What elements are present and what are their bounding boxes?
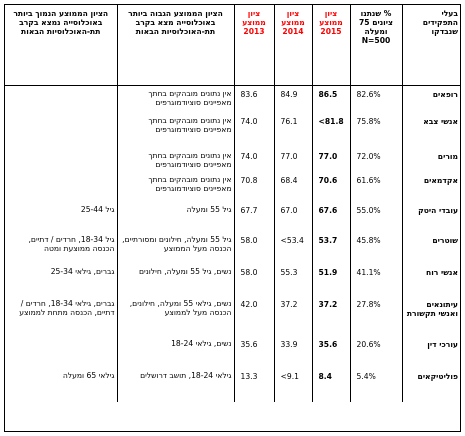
table-row: פוליטיקאים 5.4% 8.4 9.1> 13.3 גילאי 18-2…: [5, 368, 460, 402]
table-row: שוטרים 45.8% 53.7 53.4> 58.0 גיל 55 ומעל…: [5, 232, 460, 264]
row-score-2015: 8.4: [311, 368, 350, 402]
row-lowest-group: [5, 85, 117, 113]
row-score-2014: 53.4>: [273, 232, 312, 264]
table-row: אקדמאים 61.6% 70.6 68.4 70.8 אין נתונים …: [5, 172, 460, 202]
row-category: פוליטיקאים: [401, 368, 460, 402]
table-row: רופאים 82.6% 86.5 84.9 83.6 אין נתונים מ…: [5, 85, 460, 113]
header-score-2015: ציון ממוצע 2015: [311, 5, 350, 86]
row-score-2014: 9.1>: [273, 368, 312, 402]
row-score-2014: 84.9: [273, 85, 312, 113]
row-score-2015: 81.8>: [311, 113, 350, 148]
row-score-2013: 83.6: [233, 85, 274, 113]
table-row: עובדי היטק 55.0% 67.6 67.0 67.7 גיל 55 ו…: [5, 202, 460, 232]
row-highest-group: גילאי 18-24, תושב דרושלים: [116, 368, 234, 402]
row-score-2014: 76.1: [273, 113, 312, 148]
row-pct: 61.6%: [349, 172, 402, 202]
row-category: אנשי צבא: [401, 113, 460, 148]
row-lowest-group: [5, 336, 117, 368]
row-lowest-group: גיל 18-34, חרדים / דתיים, הכנסה ממוצעת ו…: [28, 235, 115, 253]
row-pct: 82.6%: [349, 85, 402, 113]
row-lowest-group: גילאי 65 ומעלה: [62, 371, 115, 380]
row-category: אקדמאים: [401, 172, 460, 202]
row-pct: 27.8%: [349, 296, 402, 336]
survey-table-frame: בעלי התפקידים שנבדקו % שנתנו ציונים 75 ו…: [4, 4, 461, 432]
row-highest-group: גיל 55 ומעלה, חילונים ומסורתיים, הכנסה מ…: [116, 232, 234, 264]
row-pct: 55.0%: [349, 202, 402, 232]
header-score-2013: ציון ממוצע 2013: [233, 5, 274, 86]
row-score-2013: 35.6: [233, 336, 274, 368]
row-lowest-group: גברים, גילאי 18-34, חרדים / דתיים, הכנסה…: [19, 299, 115, 317]
row-category: רופאים: [401, 85, 460, 113]
row-score-2015: 67.6: [311, 202, 350, 232]
row-score-2013: 58.0: [233, 232, 274, 264]
table-row: אנשי צבא 75.8% 81.8> 76.1 74.0 אין נתוני…: [5, 113, 460, 148]
row-score-2015: 35.6: [311, 336, 350, 368]
row-score-2014: 37.2: [273, 296, 312, 336]
row-score-2015: 51.9: [311, 264, 350, 296]
row-score-2014: 67.0: [273, 202, 312, 232]
header-category: בעלי התפקידים שנבדקו: [401, 5, 460, 86]
trust-survey-table: בעלי התפקידים שנבדקו % שנתנו ציונים 75 ו…: [5, 5, 460, 402]
row-score-2015: 53.7: [311, 232, 350, 264]
row-highest-group: נשים, גיל 55 ומעלה, חילונים: [116, 264, 234, 296]
row-pct: 72.0%: [349, 148, 402, 172]
row-score-2014: 33.9: [273, 336, 312, 368]
row-score-2015: 70.6: [311, 172, 350, 202]
row-category: מורים: [401, 148, 460, 172]
row-highest-group: גיל 55 ומעלה: [116, 202, 234, 232]
row-score-2015: 86.5: [311, 85, 350, 113]
row-pct: 20.6%: [349, 336, 402, 368]
row-highest-group: אין נתונים מובהקים בחתך מאפיינים סוציודמ…: [116, 148, 234, 172]
row-lowest-group: [5, 113, 117, 148]
row-lowest-group: [5, 148, 117, 172]
table-row: אנשי רוח 41.1% 51.9 55.3 58.0 נשים, גיל …: [5, 264, 460, 296]
row-pct: 5.4%: [349, 368, 402, 402]
row-score-2013: 58.0: [233, 264, 274, 296]
table-row: עורכי דין 20.6% 35.6 33.9 35.6 נשים, גיל…: [5, 336, 460, 368]
row-pct: 41.1%: [349, 264, 402, 296]
row-category: עורכי דין: [401, 336, 460, 368]
row-score-2014: 77.0: [273, 148, 312, 172]
row-highest-group: אין נתונים מובהקים בחתך מאפיינים סוציודמ…: [116, 85, 234, 113]
row-score-2015: 37.2: [311, 296, 350, 336]
row-score-2015: 77.0: [311, 148, 350, 172]
row-highest-group: אין נתונים מובהקים בחתך מאפיינים סוציודמ…: [116, 172, 234, 202]
row-score-2013: 42.0: [233, 296, 274, 336]
header-trust-pct: % שנתנו ציונים 75 ומעלה N=500: [349, 5, 402, 86]
row-highest-group: נשים, גילאי 18-24: [116, 336, 234, 368]
row-lowest-group: [5, 172, 117, 202]
row-score-2013: 74.0: [233, 113, 274, 148]
header-highest-group: הציון הממוצע הגבוה ביותר באוכלוסייה מצא …: [116, 5, 234, 86]
header-lowest-group: הציון הממוצע הנמוך ביותר באוכלוסייה נמצא…: [5, 5, 117, 86]
row-pct: 45.8%: [349, 232, 402, 264]
row-lowest-group: גברים, גילאי 25-34: [50, 267, 115, 276]
row-score-2013: 70.8: [233, 172, 274, 202]
table-row: עיתונאים ואנשי תקשורת 27.8% 37.2 37.2 42…: [5, 296, 460, 336]
row-score-2014: 68.4: [273, 172, 312, 202]
row-category: אנשי רוח: [401, 264, 460, 296]
header-row: בעלי התפקידים שנבדקו % שנתנו ציונים 75 ו…: [5, 5, 460, 86]
row-category: עובדי היטק: [401, 202, 460, 232]
table-row: מורים 72.0% 77.0 77.0 74.0 אין נתונים מו…: [5, 148, 460, 172]
header-score-2014: ציון ממוצע 2014: [273, 5, 312, 86]
row-category: עיתונאים ואנשי תקשורת: [401, 296, 460, 336]
row-score-2013: 13.3: [233, 368, 274, 402]
row-lowest-group: גיל 25-44: [80, 205, 115, 214]
row-category: שוטרים: [401, 232, 460, 264]
row-highest-group: אין נתונים מובהקים בחתך מאפיינים סוציודמ…: [116, 113, 234, 148]
row-score-2013: 74.0: [233, 148, 274, 172]
row-score-2013: 67.7: [233, 202, 274, 232]
row-score-2014: 55.3: [273, 264, 312, 296]
row-pct: 75.8%: [349, 113, 402, 148]
row-highest-group: נשים, גילאי 55 ומעלה, חילונים, הכנסה מעל…: [116, 296, 234, 336]
